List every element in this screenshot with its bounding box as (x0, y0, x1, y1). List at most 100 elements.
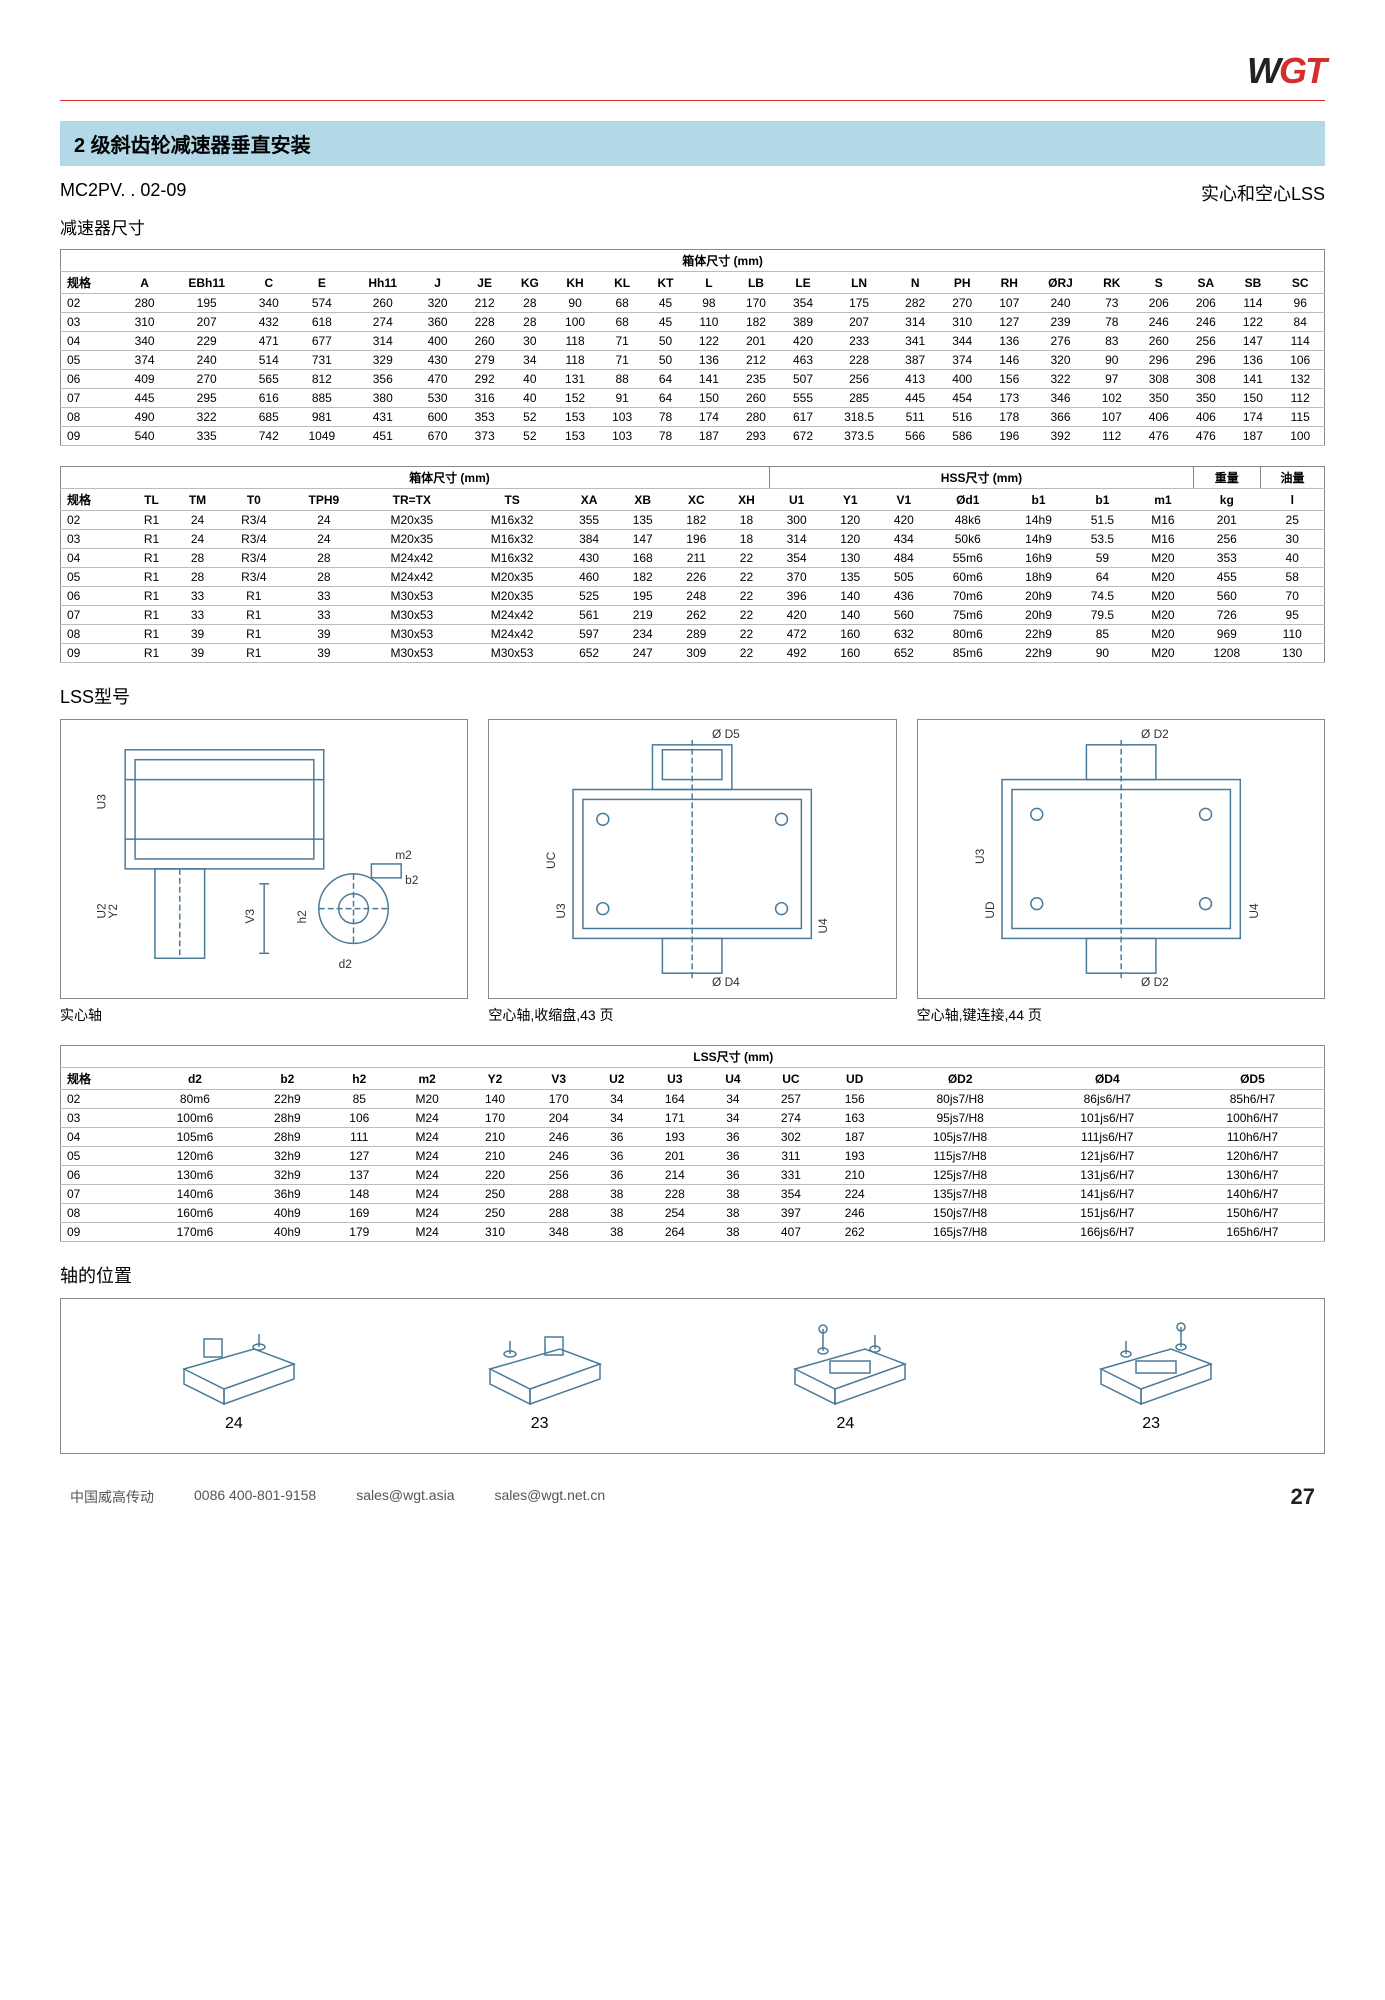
diagram-caption: 实心轴 (60, 1005, 468, 1025)
table-header: XC (670, 489, 724, 511)
table-header: EBh11 (168, 272, 245, 294)
table-row: 04R128R3/428M24x42M16x324301682112235413… (61, 549, 1325, 568)
diagram-solid-shaft: U3 U2 Y2 V3 h2 d2 m2 b2 (60, 719, 468, 999)
table-header: d2 (143, 1068, 248, 1090)
table-header: l (1260, 489, 1324, 511)
table-header: ØD2 (887, 1068, 1034, 1090)
footer-email: sales@wgt.asia (356, 1487, 454, 1507)
table-header: T0 (222, 489, 287, 511)
svg-text:h2: h2 (295, 910, 309, 924)
table-header: Y1 (823, 489, 877, 511)
shaft-pos-label: 24 (775, 1415, 915, 1433)
table-header: UC (759, 1068, 823, 1090)
table-box-hss-dimensions: 箱体尺寸 (mm) HSS尺寸 (mm) 重量 油量 规格TLTMT0TPH9T… (60, 466, 1325, 663)
svg-text:U3: U3 (94, 794, 108, 810)
table-row: 0280m622h985M20140170341643425715680js7/… (61, 1090, 1325, 1109)
table-header: b2 (247, 1068, 327, 1090)
svg-text:b2: b2 (405, 873, 419, 887)
table-header: SA (1182, 272, 1229, 294)
table-header: Y2 (463, 1068, 527, 1090)
table-row: 09R139R139M30x53M30x53652247309224921606… (61, 644, 1325, 663)
table-row: 04105m628h9111M242102463619336302187105j… (61, 1128, 1325, 1147)
table-header: h2 (327, 1068, 391, 1090)
diagram-caption: 空心轴,收缩盘,43 页 (488, 1005, 896, 1025)
table-header: XB (616, 489, 670, 511)
section-title: 2 级斜齿轮减速器垂直安装 (60, 121, 1325, 166)
model-code: MC2PV. . 02-09 (60, 180, 186, 206)
table-lss-dimensions: LSS尺寸 (mm) 规格d2b2h2m2Y2V3U2U3U4UCUDØD2ØD… (60, 1045, 1325, 1242)
table-header: b1 (1072, 489, 1132, 511)
logo: WGT (60, 50, 1325, 92)
table-header: U1 (770, 489, 824, 511)
table-header: UD (823, 1068, 887, 1090)
table-header: m1 (1133, 489, 1193, 511)
table-header: U4 (707, 1068, 759, 1090)
footer-email: sales@wgt.net.cn (495, 1487, 606, 1507)
svg-text:Ø D2: Ø D2 (1141, 975, 1169, 989)
top-rule (60, 100, 1325, 101)
table-header: TL (130, 489, 174, 511)
table-header: 规格 (61, 489, 130, 511)
table-header: TR=TX (362, 489, 462, 511)
table-header: U3 (643, 1068, 707, 1090)
svg-text:Y2: Y2 (106, 904, 120, 919)
table-row: 03100m628h9106M24170204341713427416395js… (61, 1109, 1325, 1128)
table-header: E (292, 272, 351, 294)
table-row: 0640927056581235647029240131886414123550… (61, 370, 1325, 389)
table-header: J (414, 272, 461, 294)
table-row: 0434022947167731440026030118715012220142… (61, 332, 1325, 351)
svg-text:U3: U3 (554, 903, 568, 919)
table-row: 08160m640h9169M242502883825438397246150j… (61, 1204, 1325, 1223)
table-header: N (892, 272, 939, 294)
shaft-pos-label: 23 (1081, 1415, 1221, 1433)
table-row: 03R124R3/424M20x35M16x323841471961831412… (61, 530, 1325, 549)
table-row: 06R133R133M30x53M20x35525195248223961404… (61, 587, 1325, 606)
table-row: 05120m632h9127M242102463620136311193115j… (61, 1147, 1325, 1166)
table-row: 08R139R139M30x53M24x42597234289224721606… (61, 625, 1325, 644)
shaft-pos-label: 24 (164, 1415, 304, 1433)
svg-text:V3: V3 (243, 909, 257, 924)
svg-text:Ø D5: Ø D5 (712, 727, 740, 741)
table-row: 07140m636h9148M242502883822838354224135j… (61, 1185, 1325, 1204)
lss-model-title: LSS型号 (60, 683, 1325, 709)
table-row: 0744529561688538053031640152916415026055… (61, 389, 1325, 408)
table-header: LB (732, 272, 779, 294)
table-row: 0537424051473132943027934118715013621246… (61, 351, 1325, 370)
table-row: 05R128R3/428M24x42M20x354601822262237013… (61, 568, 1325, 587)
table-header: KG (508, 272, 551, 294)
svg-text:U4: U4 (1247, 903, 1261, 919)
table-header: m2 (391, 1068, 463, 1090)
page-footer: 中国威高传动 0086 400-801-9158 sales@wgt.asia … (60, 1484, 1325, 1510)
table-header: b1 (1005, 489, 1072, 511)
table-row: 0228019534057426032021228906845981703541… (61, 294, 1325, 313)
table-header: kg (1193, 489, 1260, 511)
footer-company: 中国威高传动 (70, 1487, 154, 1507)
lss-diagrams: U3 U2 Y2 V3 h2 d2 m2 b2 实心轴 (60, 719, 1325, 1025)
footer-phone: 0086 400-801-9158 (194, 1487, 316, 1507)
table-row: 0331020743261827436022828100684511018238… (61, 313, 1325, 332)
table-header: ØRJ (1033, 272, 1088, 294)
table-header: C (245, 272, 292, 294)
diagram-hollow-key: Ø D2 U3 U4 UD Ø D2 (917, 719, 1325, 999)
table-header: Hh11 (351, 272, 414, 294)
table-header: TS (462, 489, 562, 511)
svg-text:UC: UC (544, 851, 558, 869)
table-header: KH (552, 272, 599, 294)
table-header: Ød1 (931, 489, 1005, 511)
table-header: LE (779, 272, 826, 294)
table-row: 06130m632h9137M242202563621436331210125j… (61, 1166, 1325, 1185)
table-header: TPH9 (286, 489, 362, 511)
table-row: 0849032268598143160035352153103781742806… (61, 408, 1325, 427)
table-header: PH (939, 272, 986, 294)
svg-text:Ø D4: Ø D4 (712, 975, 740, 989)
table-header: U2 (591, 1068, 643, 1090)
diagram-hollow-shrink: Ø D5 UC U3 U4 Ø D4 (488, 719, 896, 999)
page-number: 27 (1291, 1484, 1315, 1510)
table-header: S (1135, 272, 1182, 294)
table-header: ØD4 (1034, 1068, 1181, 1090)
table-header: TM (173, 489, 221, 511)
table-row: 07R133R133M30x53M24x42561219262224201405… (61, 606, 1325, 625)
table-row: 09170m640h9179M243103483826438407262165j… (61, 1223, 1325, 1242)
table-header: ØD5 (1181, 1068, 1325, 1090)
table-header: V3 (527, 1068, 591, 1090)
